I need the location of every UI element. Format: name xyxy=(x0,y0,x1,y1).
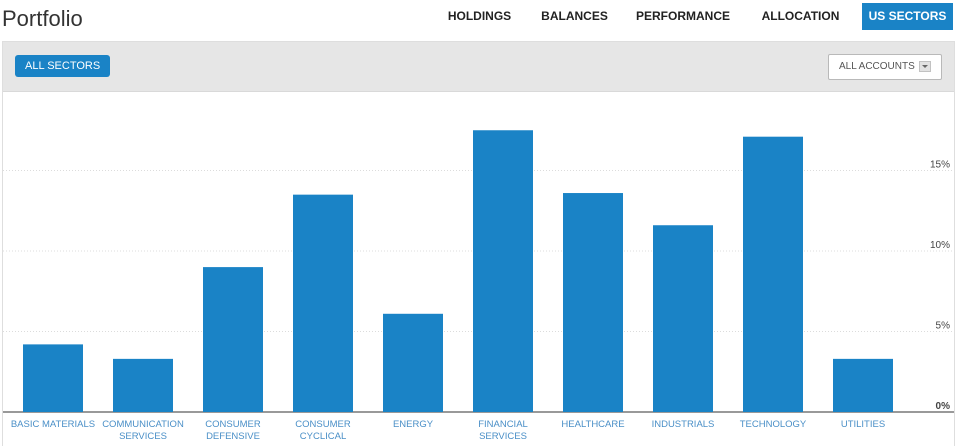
chart-y-ticks: 0% 5% 10% 15% xyxy=(930,160,950,413)
x-category-label: ENERGY xyxy=(393,419,434,430)
x-category-label: UTILITIES xyxy=(841,419,885,430)
y-tick-label: 5% xyxy=(936,321,951,332)
y-tick-label: 15% xyxy=(930,160,950,171)
tab-holdings[interactable]: HOLDINGS xyxy=(447,9,512,23)
tab-allocation[interactable]: ALLOCATION xyxy=(761,9,840,23)
chart-x-labels: BASIC MATERIALS COMMUNICATION SERVICES CONS… xyxy=(11,419,885,442)
x-category-label: HEALTHCARE xyxy=(561,419,624,430)
tab-us-sectors[interactable]: US SECTORS xyxy=(862,3,953,30)
bar-utilities[interactable] xyxy=(833,358,893,412)
bar-energy[interactable] xyxy=(383,313,443,412)
sector-bar-chart: 0% 5% 10% 15% BASIC MATERIALS COMMUNICATION S… xyxy=(3,130,954,442)
x-category-label: CONSUMER CYCLICAL xyxy=(295,419,351,442)
bar-technology[interactable] xyxy=(743,136,803,412)
y-tick-label: 0% xyxy=(936,401,951,412)
x-category-label: FINANCIAL SERVICES xyxy=(478,419,528,442)
chart-bars xyxy=(23,130,893,412)
accounts-select-label: ALL ACCOUNTS xyxy=(839,61,915,72)
tab-balances[interactable]: BALANCES xyxy=(541,9,608,23)
y-tick-label: 10% xyxy=(930,240,950,251)
x-category-label: BASIC MATERIALS xyxy=(11,419,95,430)
x-category-label: COMMUNICATION SERVICES xyxy=(102,419,184,442)
accounts-select[interactable]: ALL ACCOUNTS xyxy=(828,54,942,80)
bar-industrials[interactable] xyxy=(653,225,713,412)
x-category-label: INDUSTRIALS xyxy=(652,419,715,430)
bar-financial-services[interactable] xyxy=(473,130,533,412)
x-category-label: CONSUMER DEFENSIVE xyxy=(205,419,261,442)
chevron-down-icon[interactable] xyxy=(919,61,931,72)
bar-healthcare[interactable] xyxy=(563,193,623,412)
x-category-label: TECHNOLOGY xyxy=(740,419,807,430)
tab-performance[interactable]: PERFORMANCE xyxy=(635,9,730,23)
page-title: Portfolio xyxy=(2,6,83,31)
all-sectors-button[interactable]: ALL SECTORS xyxy=(15,55,111,77)
bar-basic-materials[interactable] xyxy=(23,344,83,412)
filter-toolbar: ALL SECTORS ALL ACCOUNTS xyxy=(3,42,954,92)
bar-consumer-defensive[interactable] xyxy=(203,267,263,412)
bar-consumer-cyclical[interactable] xyxy=(293,194,353,412)
sectors-panel: ALL SECTORS ALL ACCOUNTS 0% 5% 10% 15% BASI… xyxy=(2,41,955,446)
bar-communication-services[interactable] xyxy=(113,358,173,412)
